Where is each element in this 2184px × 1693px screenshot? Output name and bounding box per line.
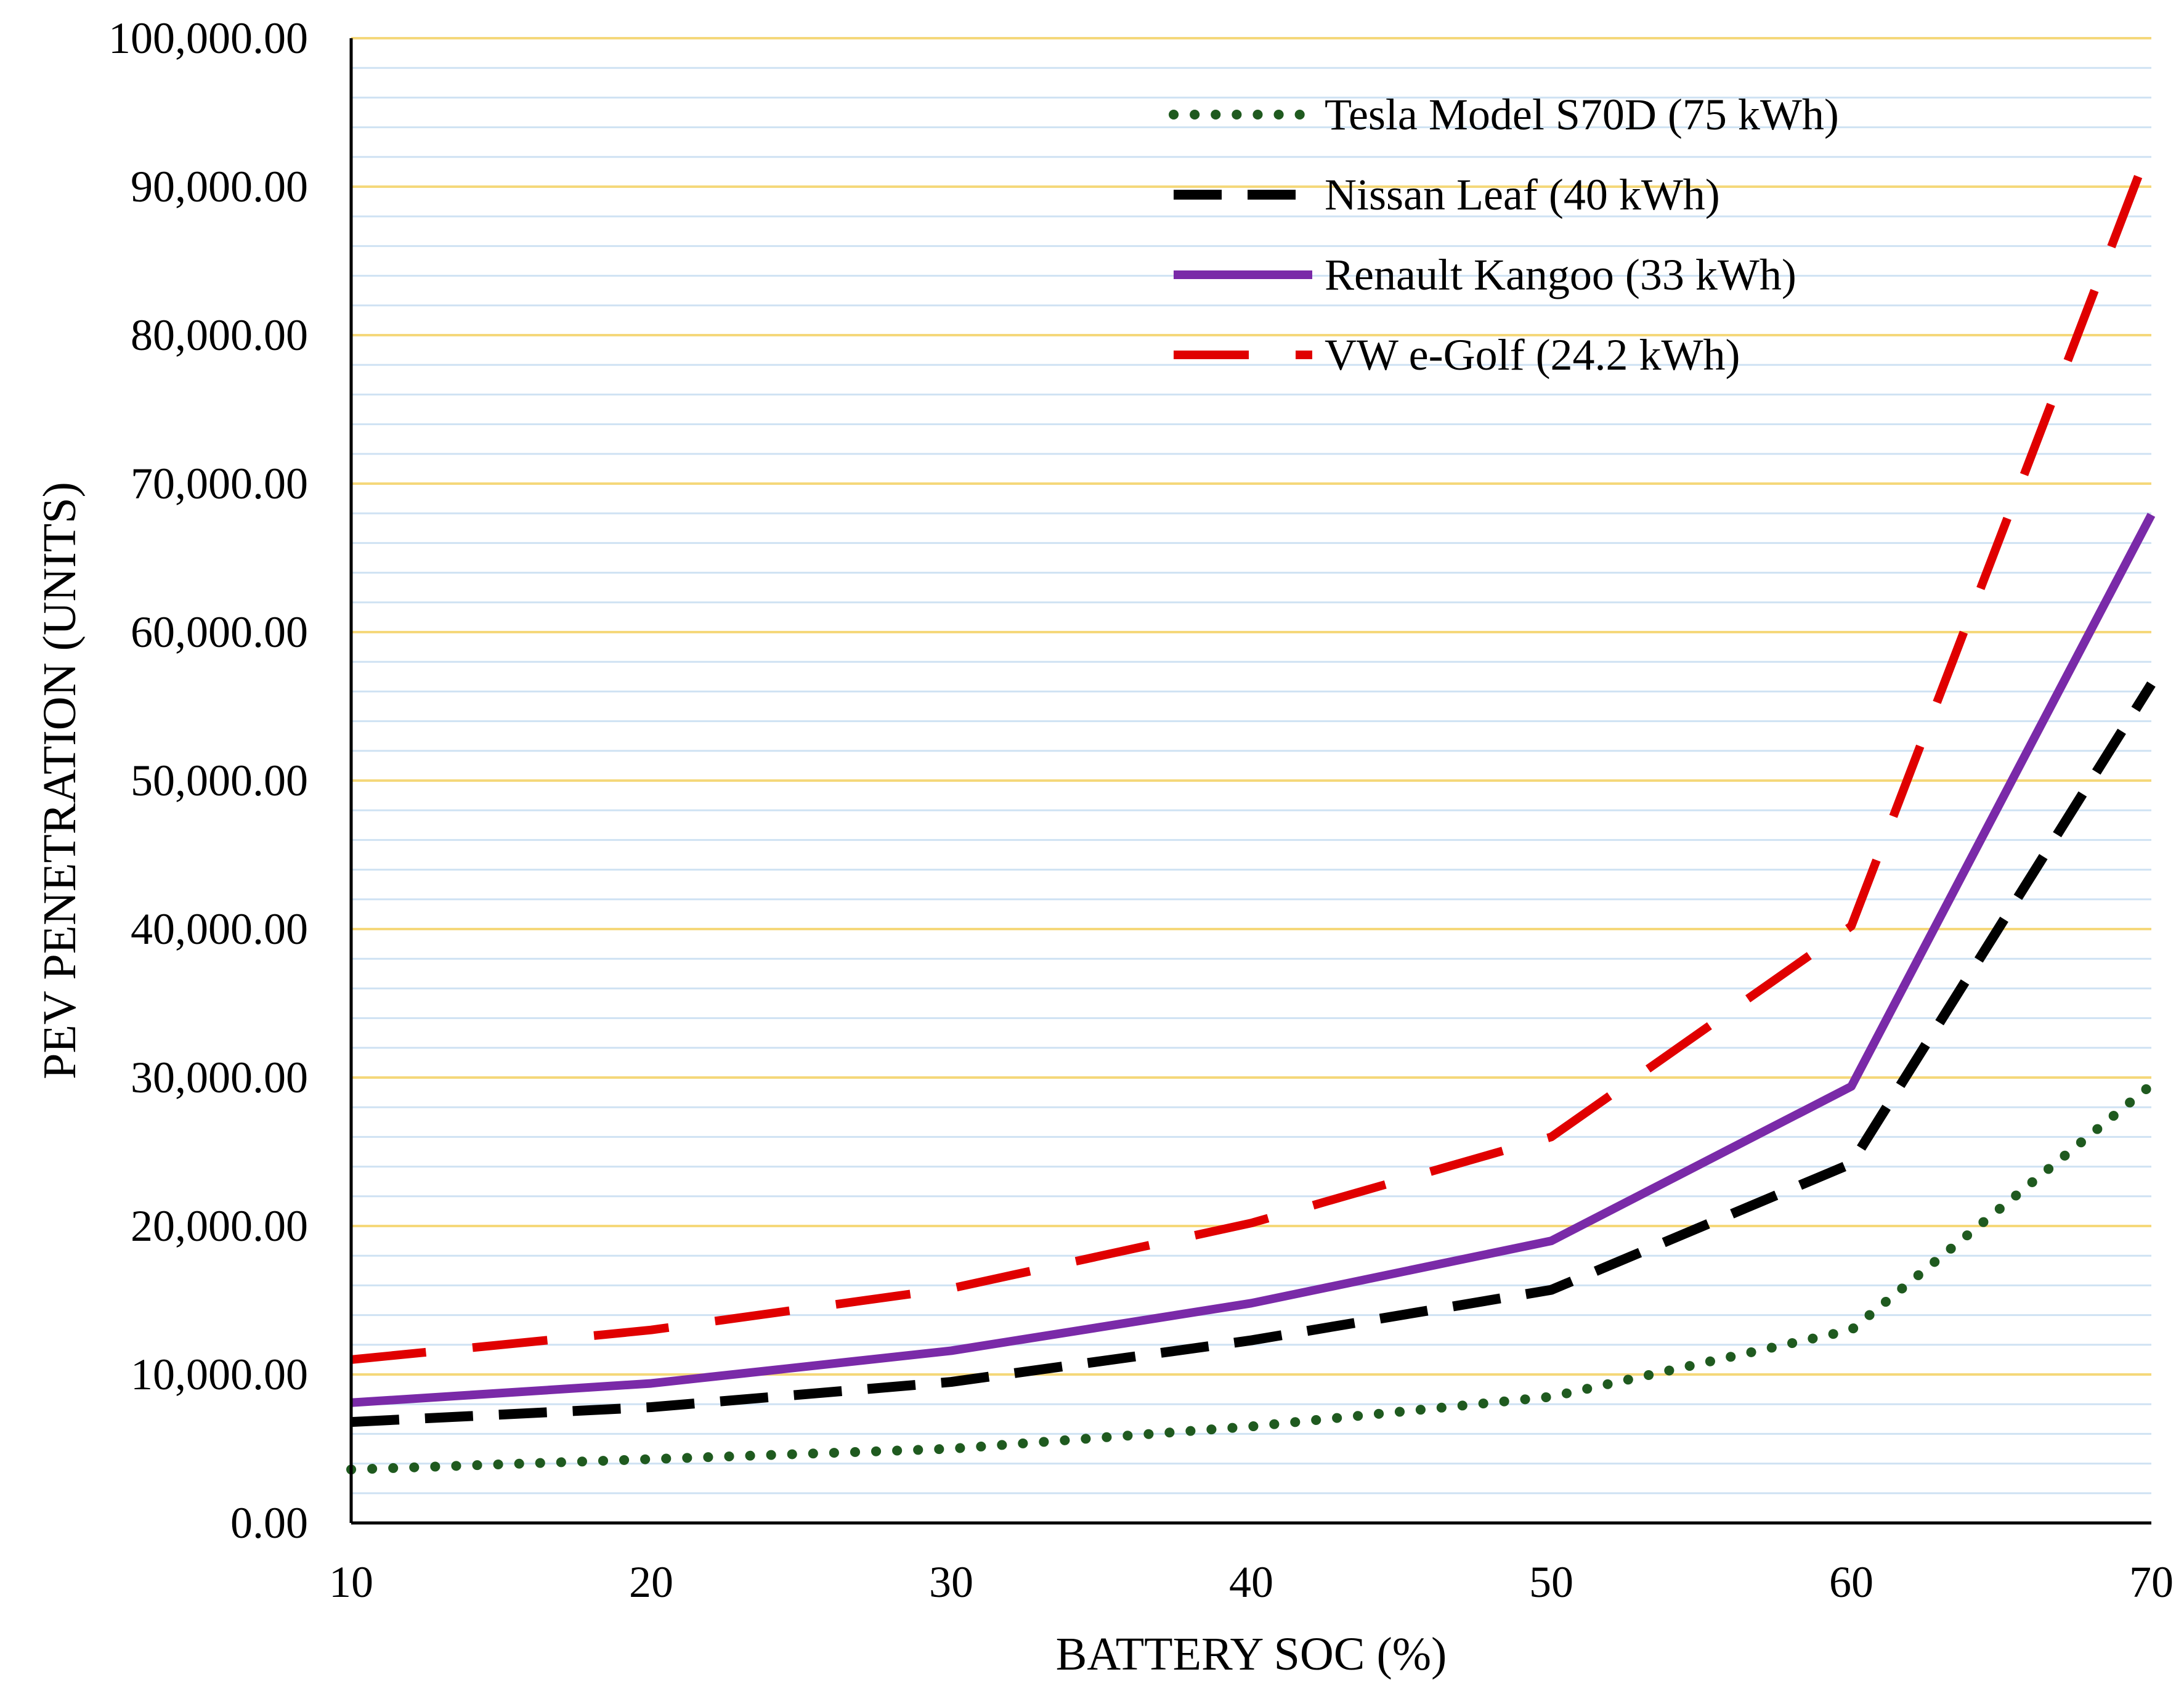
x-tick-label: 30 xyxy=(929,1557,973,1607)
x-tick-label: 20 xyxy=(629,1557,673,1607)
y-tick-label: 0.00 xyxy=(230,1498,308,1548)
y-tick-label: 30,000.00 xyxy=(131,1053,308,1102)
x-axis-title: BATTERY SOC (%) xyxy=(1056,1628,1447,1680)
y-tick-labels: 0.00 10,000.00 20,000.00 30,000.00 40,000.00… xyxy=(108,14,308,1548)
x-tick-labels: 10 20 30 40 50 60 70 xyxy=(329,1557,2174,1607)
gridlines xyxy=(351,37,2151,1495)
y-tick-label: 100,000.00 xyxy=(108,14,308,63)
x-tick-label: 50 xyxy=(1529,1557,1573,1607)
x-tick-label: 10 xyxy=(329,1557,373,1607)
y-tick-label: 80,000.00 xyxy=(131,311,308,360)
legend-label-2: Nissan Leaf (40 kWh) xyxy=(1325,170,1720,219)
y-tick-label: 40,000.00 xyxy=(131,904,308,954)
series-line-2 xyxy=(351,681,2156,1427)
y-tick-label: 60,000.00 xyxy=(131,607,308,657)
series-line-4 xyxy=(351,140,2156,1364)
legend-label-3: Renault Kangoo (33 kWh) xyxy=(1325,250,1796,299)
series-line-1 xyxy=(346,1080,2156,1475)
y-tick-label: 50,000.00 xyxy=(131,756,308,805)
y-tick-label: 10,000.00 xyxy=(131,1350,308,1399)
y-tick-label: 70,000.00 xyxy=(131,459,308,508)
series-line-3 xyxy=(351,513,2156,1407)
x-tick-label: 70 xyxy=(2129,1557,2174,1607)
series-lines xyxy=(346,140,2156,1475)
legend: Tesla Model S70D (75 kWh) Nissan Leaf (40… xyxy=(1169,90,1839,380)
x-tick-label: 40 xyxy=(1229,1557,1273,1607)
legend-label-4: VW e-Golf (24.2 kWh) xyxy=(1325,330,1740,380)
y-tick-label: 90,000.00 xyxy=(131,162,308,211)
y-tick-label: 20,000.00 xyxy=(131,1201,308,1251)
legend-label-1: Tesla Model S70D (75 kWh) xyxy=(1325,90,1839,139)
axes xyxy=(349,38,2151,1525)
x-tick-label: 60 xyxy=(1829,1557,1873,1607)
y-axis-title: PEV PENETRATION (UNITS) xyxy=(34,482,86,1079)
